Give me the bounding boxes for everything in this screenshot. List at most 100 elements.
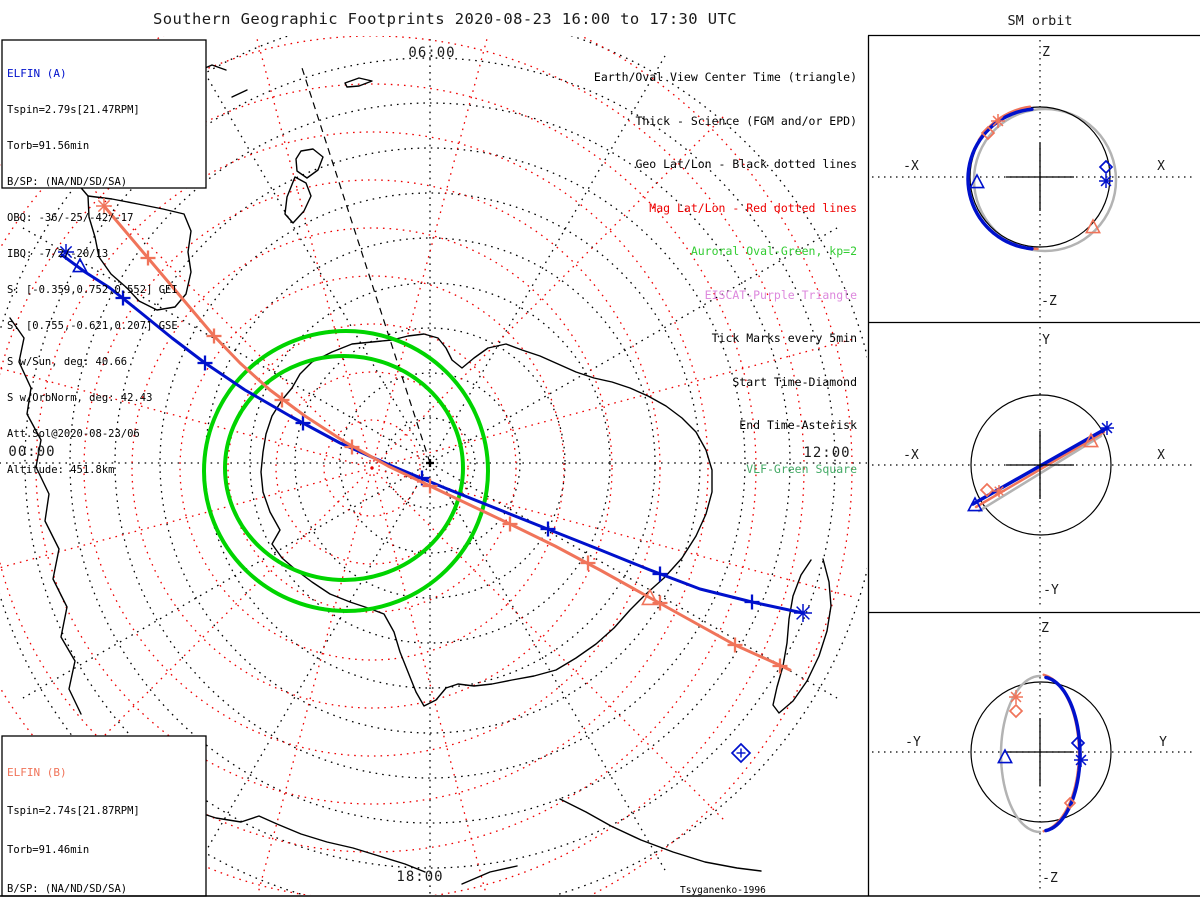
map-time-label-06: 06:00 [408,45,456,61]
legend-start-time: Start Time-Diamond [732,374,857,389]
coastline-bottom-right [559,798,762,872]
mag-grid-radial [371,467,856,599]
mag-grid-radial [255,36,373,469]
map-time-label-18: 18:00 [396,869,444,885]
panel3-axis-z: Z [1041,621,1049,636]
mag-grid-radial [371,337,856,469]
marker-diamond [1008,703,1024,719]
marker-diamond [980,125,996,141]
panel-orbit-circle [972,107,1118,253]
coastline-bottom-center [461,865,518,885]
panel-orbit-arc [1042,673,1081,833]
legend-thick-science: Thick - Science (FGM and/or EPD) [635,113,857,128]
elfin-b-name: ELFIN (B) [7,766,67,779]
page-title: Southern Geographic Footprints 2020-08-2… [153,10,737,28]
footprint-line [102,204,792,672]
elfin-a-info-box [1,39,207,189]
credits-block: Tsyganenko-1996 Created: Tue Jan 24 10:0… [680,857,869,900]
map-time-label-12: 12:00 [803,445,851,461]
sm-orbit-panels-layer [872,40,1196,893]
marker-asterisk [796,606,810,620]
geo-grid-ring [114,147,746,779]
mag-grid-ring [179,275,565,661]
geo-grid-radial [194,55,431,464]
marker-triangle [969,173,985,189]
marker-diamond [1070,735,1086,751]
geo-grid-ring [294,327,566,599]
panel3-axis-negy: -Y [905,735,921,750]
coastline-patagonia [87,195,192,311]
marker-diamond [1098,159,1114,175]
elfin-b-tspin: Tspin=2.74s[21.87RPM] [7,805,140,817]
mag-grid-ring [323,419,421,517]
dashed-meridian [301,67,431,464]
panel1-axis-negx: -X [903,159,919,174]
elfin-b-bsp: B/SP: (NA/ND/SD/SA) [7,883,128,895]
mag-grid-ring [35,131,709,805]
coastline-island-3 [231,89,248,98]
elfin-b-info-block: ELFIN (B) Tspin=2.74s[21.87RPM] Torb=91.… [7,740,184,900]
legend-geo-latlon: Geo Lat/Lon - Black dotted lines [635,157,857,171]
elfin-a-ibq: IBQ: -7/2/-20/13 [7,248,109,260]
elfin-a-altitude: Altitude: 451.8km [7,464,115,476]
marker-asterisk [59,245,73,259]
marker-triangle [967,496,983,512]
marker-asterisk [1075,754,1087,766]
coastline-right-sliver [772,558,832,714]
mag-grid-radial [371,467,488,895]
panel1-axis-x: X [1157,159,1165,174]
panel3-axis-negz: -Z [1042,871,1058,886]
auroral-oval-inner [223,354,465,582]
model-label: Tsyganenko-1996 [680,885,766,896]
mag-grid-ring [0,83,757,853]
geo-grid-ring [339,372,521,554]
elfin-a-s-gei: S: [-0.359,0.752,0.552] GEI [7,284,178,296]
panel-orbit-arc [966,107,1034,251]
elfin-a-obq: OBQ: -36/-25/-42/-17 [7,212,134,224]
mag-grid-radial [371,113,727,469]
auroral-oval-outer [202,329,490,613]
coastline-antarctica [260,333,713,707]
panel1-axis-z: Z [1042,45,1050,60]
panel-orbit-arc [999,674,1042,834]
legend-auroral-oval: Auroral Oval-Green, kp=2 [690,244,857,258]
map-legend: Earth/Oval View Center Time (triangle) T… [594,41,857,505]
marker-triangle [72,257,88,273]
geo-grid-radial [194,462,431,871]
legend-eiscat: EISCAT-Purple Triangle [704,287,857,302]
legend-end-time: End Time-Asterisk [739,418,857,432]
elfin-a-attsol: Att.Sol@2020-08-23/06 [7,428,140,440]
geo-grid-ring [24,57,836,869]
map-time-label-00: 00:00 [8,444,56,460]
panel-orbit-circle [970,394,1112,536]
mag-grid-ring [131,227,613,709]
panel2-axis-negy: -Y [1043,583,1059,598]
elfin-a-tspin: Tspin=2.79s[21.47RPM] [7,104,140,116]
panel2-axis-x: X [1157,448,1165,463]
marker-diamond [730,742,752,764]
legend-center-time: Earth/Oval View Center Time (triangle) [593,70,857,84]
marker-asterisk [992,115,1004,127]
panel2-axis-negx: -X [903,448,919,463]
frame-layer [0,34,1200,897]
elfin-a-sun-angle: S w/Sun, deg: 40.66 [7,356,128,368]
elfin-a-info-block: ELFIN (A) Tspin=2.79s[21.47RPM] Torb=91.… [7,44,178,500]
geo-grid-ring [69,102,791,824]
marker-asterisk [97,199,111,213]
mag-grid-ring [227,323,517,613]
panel1-axis-negz: -Z [1041,294,1057,309]
marker-triangle [641,588,659,606]
mag-grid-ring [0,36,805,895]
elfin-a-torb: Torb=91.56min [7,140,90,152]
mag-grid-radial [371,467,727,823]
sm-orbit-title: SM orbit [1007,13,1073,29]
geo-grid-ring [384,417,476,509]
legend-tick-marks: Tick Marks every 5min [711,331,857,345]
marker-triangle [1083,432,1099,448]
legend-mag-latlon: Mag Lat/Lon - Red dotted lines [649,200,857,215]
mag-grid-radial [256,467,373,895]
marker-asterisk [1100,175,1112,187]
coastline-new-zealand-north [295,148,324,179]
